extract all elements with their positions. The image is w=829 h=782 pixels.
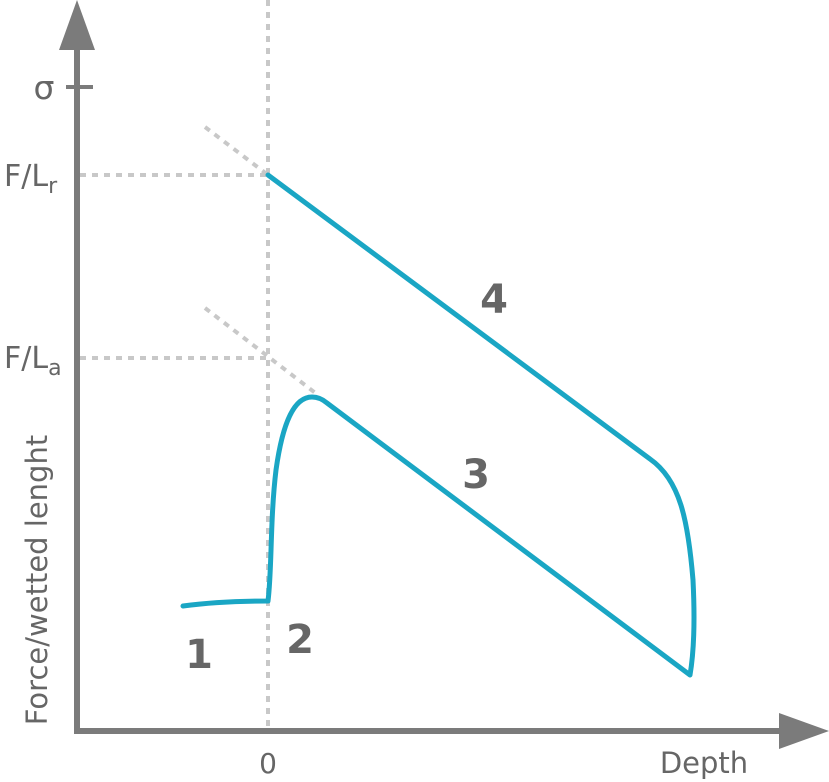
phase-labels: 1 2 3 4 <box>185 277 508 678</box>
x-tick-zero: 0 <box>259 747 277 780</box>
f-lr-base: F/L <box>4 159 48 194</box>
lower-extrapolation <box>203 306 320 397</box>
axes <box>59 0 829 749</box>
phase-label-1: 1 <box>185 632 213 678</box>
phase-label-3: 3 <box>462 452 490 498</box>
y-axis-arrowhead <box>59 0 95 50</box>
guide-lines <box>80 0 320 730</box>
upper-extrapolation <box>203 125 270 177</box>
y-tick-f-lr: F/Lr <box>4 159 58 199</box>
force-curve <box>180 172 697 678</box>
phase-label-2: 2 <box>286 617 314 663</box>
f-la-subscript: a <box>48 356 61 381</box>
f-lr-subscript: r <box>48 174 58 199</box>
y-tick-sigma: σ <box>34 68 55 107</box>
phase-label-4: 4 <box>480 277 508 323</box>
f-la-base: F/L <box>4 341 48 376</box>
x-axis-label: Depth <box>660 746 748 780</box>
y-tick-f-la: F/La <box>4 341 62 381</box>
x-axis-arrowhead <box>779 713 829 749</box>
y-axis-label: Force/wetted lenght <box>20 435 54 725</box>
